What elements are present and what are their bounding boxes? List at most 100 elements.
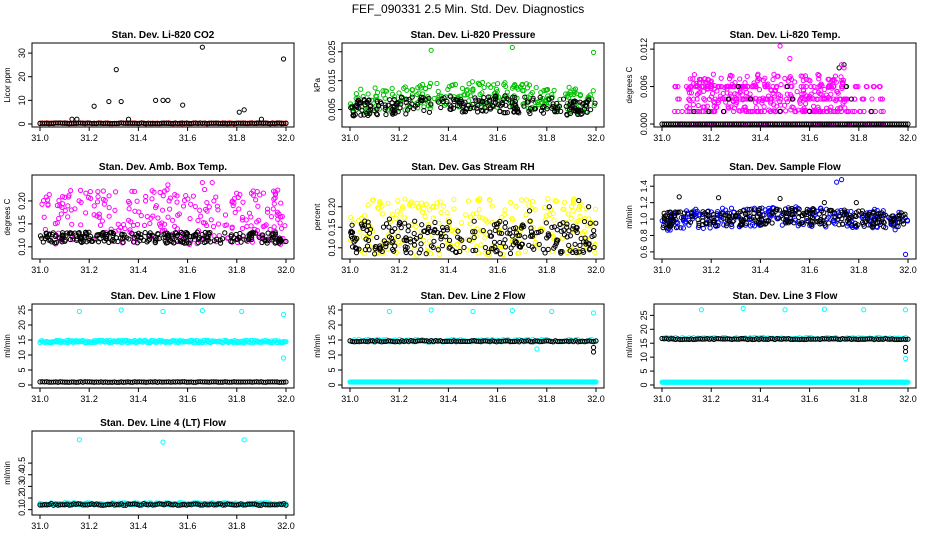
data-point — [358, 86, 364, 92]
series-black-outliers — [69, 44, 287, 122]
data-point — [821, 86, 827, 93]
data-point — [421, 237, 427, 244]
data-point — [549, 224, 555, 230]
plot-frame — [653, 42, 917, 128]
data-point — [575, 111, 581, 118]
data-point — [397, 242, 403, 249]
data-point — [660, 225, 666, 231]
series-cyan-outliers — [76, 307, 287, 361]
data-point — [694, 96, 700, 102]
data-point — [174, 199, 180, 205]
data-point — [593, 220, 599, 226]
data-point — [809, 221, 815, 228]
data-point — [786, 210, 792, 216]
data-point — [470, 101, 476, 107]
y-axis-label: ml/min — [3, 334, 12, 358]
data-point — [187, 237, 193, 243]
data-point — [578, 108, 584, 114]
data-point — [439, 243, 446, 249]
data-point — [361, 212, 368, 219]
data-point — [140, 237, 147, 243]
data-point — [374, 250, 380, 257]
data-point — [816, 107, 822, 113]
data-point — [192, 231, 199, 238]
data-point — [546, 204, 552, 210]
y-tick-label: 30 — [17, 48, 27, 58]
x-tick-label: 31.8 — [538, 265, 556, 275]
data-point — [800, 87, 806, 93]
data-point — [143, 193, 149, 200]
data-point — [718, 75, 724, 81]
data-point — [45, 197, 51, 203]
data-point — [532, 106, 538, 112]
data-point — [463, 88, 470, 94]
data-point — [513, 240, 519, 246]
data-point — [264, 206, 271, 212]
data-point — [560, 96, 567, 102]
data-point — [815, 89, 822, 96]
data-point — [196, 339, 203, 345]
data-point — [743, 210, 749, 216]
data-point — [426, 83, 433, 90]
data-point — [672, 209, 678, 215]
data-point — [366, 247, 372, 253]
data-point — [206, 204, 212, 210]
data-point — [753, 105, 759, 111]
y-tick-label: 0 — [17, 121, 27, 126]
data-point — [97, 222, 104, 228]
x-tick-label: 31.0 — [31, 265, 49, 275]
data-point — [516, 250, 522, 256]
data-point — [475, 250, 482, 256]
x-tick-label: 31.4 — [130, 521, 148, 531]
data-point — [571, 196, 577, 202]
x-tick-label: 31.8 — [850, 394, 868, 404]
x-tick-label: 31.8 — [850, 265, 868, 275]
data-point — [902, 355, 909, 362]
data-point — [76, 308, 82, 315]
data-point — [576, 206, 582, 212]
data-point — [541, 204, 548, 211]
data-point — [408, 222, 414, 228]
data-point — [549, 248, 556, 254]
data-point — [728, 205, 735, 211]
data-point — [483, 217, 489, 223]
data-point — [435, 88, 441, 95]
data-point — [409, 94, 415, 100]
data-point — [542, 100, 548, 106]
data-point — [738, 221, 744, 227]
data-point — [44, 231, 50, 237]
data-point — [430, 244, 436, 251]
data-point — [221, 337, 227, 344]
data-point — [457, 236, 463, 242]
data-point — [491, 239, 498, 245]
data-point — [450, 82, 456, 88]
x-tick-label: 31.2 — [702, 265, 720, 275]
data-point — [879, 216, 885, 223]
data-point — [533, 84, 539, 91]
data-point — [593, 338, 599, 344]
data-point — [183, 193, 189, 199]
y-tick-label: 0.8 — [639, 229, 649, 242]
data-point — [533, 230, 540, 236]
data-point — [756, 211, 762, 217]
data-point — [469, 79, 476, 85]
data-point — [104, 233, 110, 240]
data-point — [199, 308, 205, 314]
data-point — [902, 307, 909, 313]
x-tick-label: 31.8 — [228, 265, 246, 275]
series-black — [37, 379, 289, 385]
data-point — [163, 240, 169, 246]
data-point — [467, 214, 474, 220]
data-point — [116, 227, 122, 233]
data-point — [399, 206, 405, 212]
data-point — [125, 217, 132, 223]
data-point — [711, 219, 717, 225]
data-point — [249, 236, 255, 243]
data-point — [366, 243, 372, 249]
data-point — [401, 85, 407, 91]
data-point — [760, 95, 766, 101]
data-point — [283, 120, 289, 126]
series-blue-outliers — [834, 177, 909, 257]
data-point — [423, 251, 429, 257]
data-point — [222, 212, 229, 218]
